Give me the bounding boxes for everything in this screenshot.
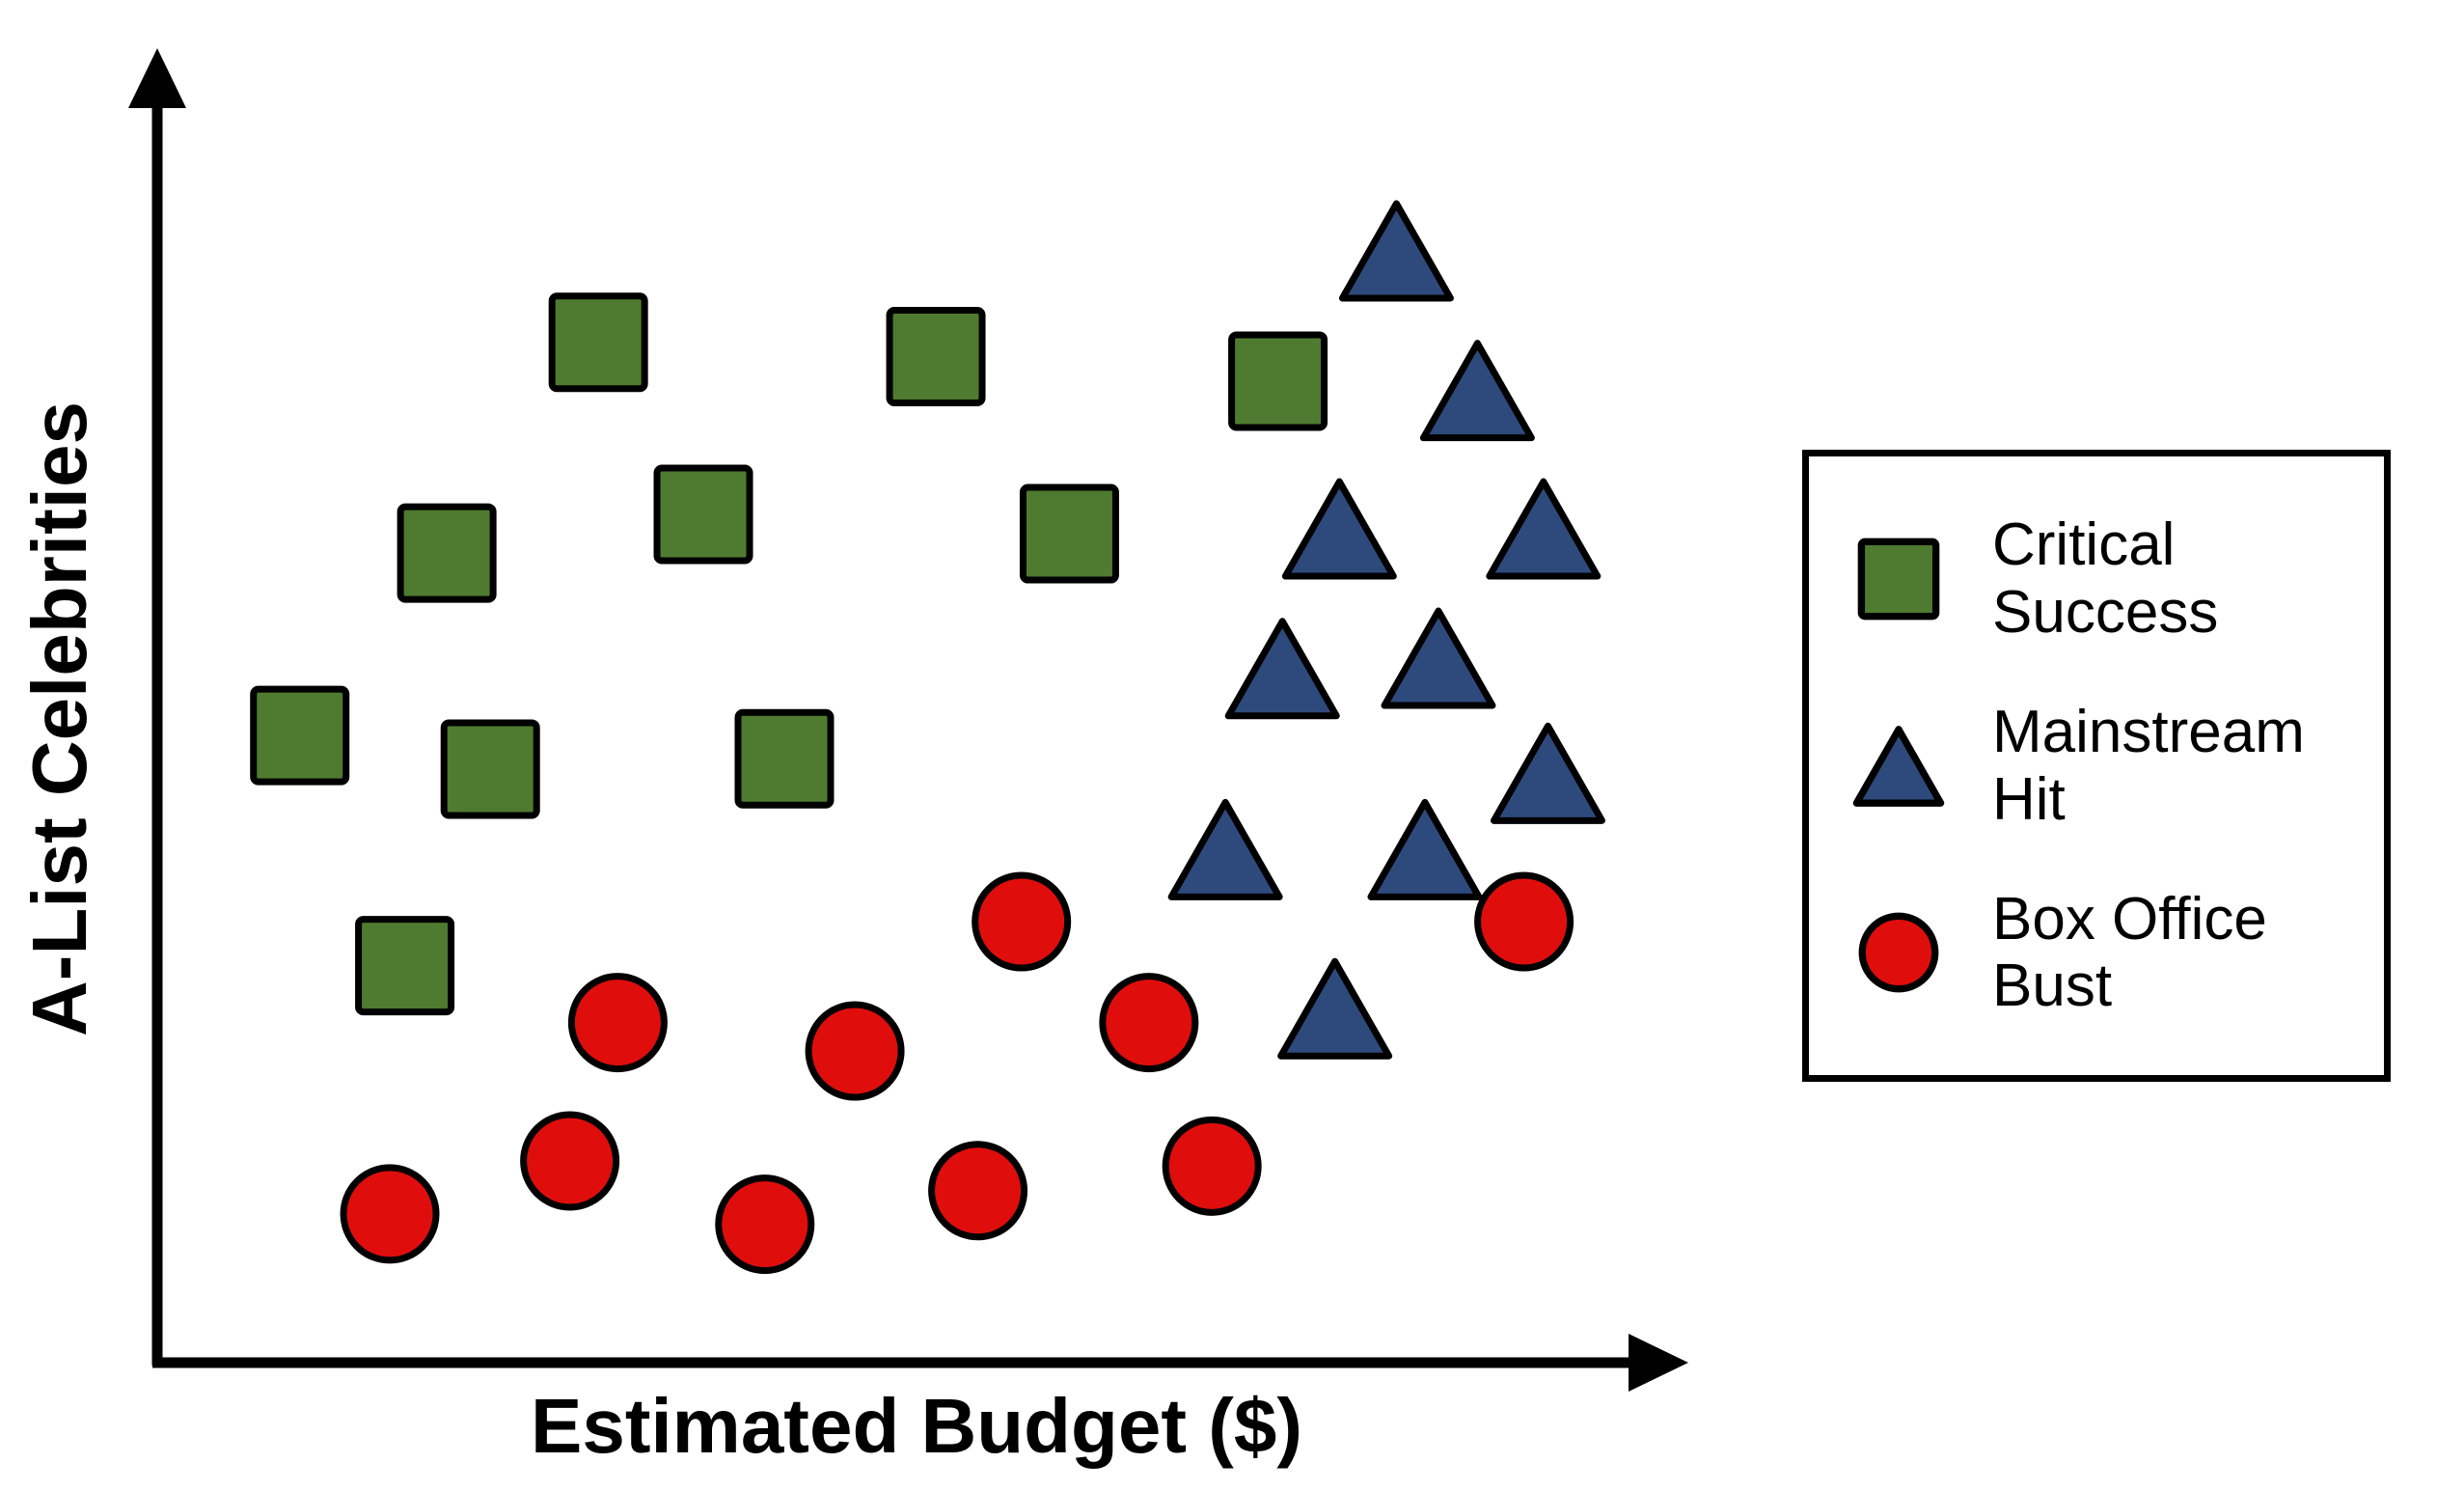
data-point-circle: [1474, 871, 1574, 972]
data-point-square: [1228, 331, 1328, 431]
data-point-circle: [520, 1111, 620, 1211]
legend-label: Critical Success: [1992, 511, 2219, 646]
data-point-square: [653, 464, 753, 565]
data-point-square: [397, 503, 497, 603]
circle-marker-icon: [1848, 902, 1949, 1004]
square-marker-icon: [1848, 528, 1949, 629]
data-point-square: [1019, 483, 1119, 584]
legend-label: Box Office Bust: [1992, 885, 2267, 1020]
data-point-square: [734, 708, 835, 809]
triangle-marker-shape: [1852, 725, 1944, 807]
y-axis-arrowhead-icon: [128, 48, 186, 108]
data-point-circle: [805, 1001, 905, 1101]
legend-entry-mainstream-hit: Mainstream Hit: [1848, 699, 2345, 833]
y-axis-label: A-List Celebrities: [16, 401, 102, 1036]
data-point-square: [250, 685, 350, 786]
legend-entry-critical-success: Critical Success: [1848, 511, 2345, 646]
data-point-triangle: [1338, 200, 1454, 302]
data-point-triangle: [1490, 722, 1605, 824]
data-point-triangle: [1419, 340, 1535, 442]
x-axis-label: Estimated Budget ($): [530, 1383, 1303, 1469]
data-point-triangle: [1381, 607, 1496, 709]
data-point-circle: [1162, 1116, 1262, 1216]
data-point-triangle: [1167, 798, 1283, 900]
x-axis-arrowhead-icon: [1629, 1334, 1688, 1392]
data-point-triangle: [1486, 478, 1602, 580]
data-point-triangle: [1277, 957, 1393, 1060]
data-point-triangle: [1224, 618, 1340, 720]
legend-label: Mainstream Hit: [1992, 699, 2305, 833]
data-point-circle: [972, 871, 1072, 972]
data-point-square: [355, 916, 455, 1016]
data-point-circle: [715, 1174, 815, 1275]
data-point-square: [548, 292, 648, 393]
circle-marker-shape: [1858, 912, 1938, 993]
data-point-circle: [928, 1141, 1028, 1241]
legend-entry-box-office-bust: Box Office Bust: [1848, 886, 2345, 1020]
data-point-square: [440, 719, 540, 819]
triangle-marker-icon: [1848, 715, 1949, 816]
data-point-circle: [340, 1164, 440, 1264]
data-point-circle: [1099, 973, 1199, 1073]
data-point-circle: [567, 973, 668, 1073]
data-point-triangle: [1281, 478, 1397, 580]
data-point-square: [886, 306, 986, 406]
square-marker-shape: [1857, 538, 1939, 620]
legend: Critical Success Mainstream Hit Box Offi…: [1802, 450, 2391, 1082]
data-point-triangle: [1367, 798, 1483, 900]
